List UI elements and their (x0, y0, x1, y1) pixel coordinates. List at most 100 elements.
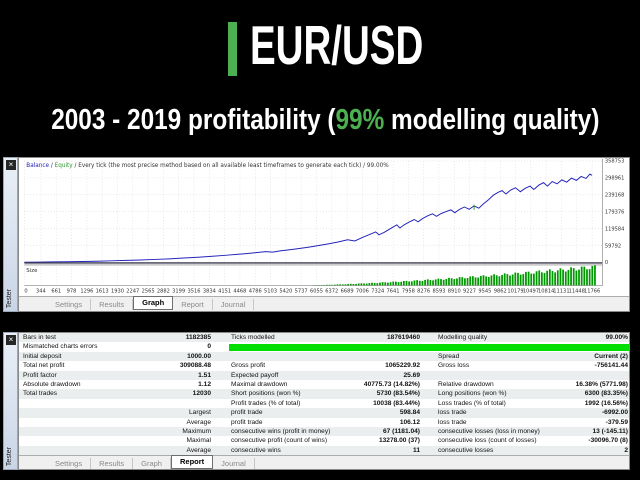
svg-text:3199: 3199 (172, 289, 185, 295)
svg-text:9227: 9227 (463, 289, 476, 295)
svg-text:7641: 7641 (387, 289, 400, 295)
report-label: Maximal (186, 437, 211, 445)
y-axis-labels: 358753 298961 239168 179376 119584 59792 0 (605, 159, 625, 267)
svg-text:239168: 239168 (605, 193, 625, 199)
svg-text:11448: 11448 (569, 289, 585, 295)
tab-graph[interactable]: Graph (133, 296, 174, 310)
report-label: Maximal drawdown (231, 380, 288, 388)
report-value: 25.69 (403, 371, 420, 379)
svg-text:11766: 11766 (584, 289, 600, 295)
subtitle-text: modelling quality) (384, 104, 600, 136)
svg-text:9545: 9545 (478, 289, 491, 295)
svg-text:2882: 2882 (157, 289, 170, 295)
graph-panel-tabs: Settings Results Graph Report Journal (19, 296, 629, 311)
svg-text:2247: 2247 (126, 289, 139, 295)
svg-text:6055: 6055 (310, 289, 323, 295)
table-row: Bars in test 1182385 Ticks modelled 1876194… (19, 333, 629, 343)
report-label: Absolute drawdown (23, 380, 81, 388)
svg-text:4468: 4468 (233, 289, 246, 295)
tab-settings[interactable]: Settings (47, 457, 92, 469)
close-icon[interactable]: × (6, 160, 16, 170)
table-row: Mismatched charts errors 0 (19, 342, 629, 352)
report-label: Gross profit (231, 362, 266, 370)
svg-text:344: 344 (36, 289, 46, 295)
svg-text:59792: 59792 (605, 243, 621, 249)
report-label: consecutive loss (count of losses) (438, 437, 537, 445)
svg-text:3516: 3516 (187, 289, 200, 295)
svg-text:0: 0 (24, 289, 27, 295)
report-value: 598.84 (399, 409, 420, 417)
svg-text:5420: 5420 (279, 289, 292, 295)
report-label: Relative drawdown (438, 380, 494, 388)
table-row: Absolute drawdown 1.12 Maximal drawdown 407… (19, 379, 629, 390)
size-histogram (312, 265, 596, 286)
report-value: 1065229.92 (385, 362, 420, 370)
report-value: 6300 (83.35%) (584, 390, 628, 398)
svg-text:7958: 7958 (402, 289, 415, 295)
balance-line (24, 173, 593, 263)
report-label: loss trade (438, 409, 467, 417)
graph-panel-body: 358753 298961 239168 179376 119584 59792 0 0 344… (18, 157, 630, 312)
report-value: 40775.73 (14.82%) (363, 380, 420, 388)
svg-text:9862: 9862 (494, 289, 507, 295)
svg-text:5737: 5737 (295, 289, 308, 295)
tab-report[interactable]: Report (173, 298, 213, 310)
report-label: Gross loss (438, 362, 470, 370)
table-row: Average consecutive wins 11 consecutive los… (19, 445, 629, 456)
report-value: Current (2) (594, 352, 628, 360)
tab-report[interactable]: Report (170, 455, 214, 469)
svg-text:4151: 4151 (218, 289, 231, 295)
tester-report-panel: × Tester Bars in test 1182385 Ticks modell… (3, 332, 630, 470)
tester-strip-label: Tester (6, 446, 13, 466)
svg-text:978: 978 (67, 289, 77, 295)
report-label: consecutive losses (438, 446, 494, 454)
svg-text:5103: 5103 (264, 289, 277, 295)
svg-text:4786: 4786 (249, 289, 262, 295)
svg-text:1930: 1930 (111, 289, 124, 295)
close-icon[interactable]: × (6, 335, 16, 345)
svg-text:3834: 3834 (203, 289, 216, 295)
balance-chart: 358753 298961 239168 179376 119584 59792 0 0 344… (24, 159, 625, 295)
tab-graph[interactable]: Graph (133, 457, 171, 469)
report-panel-tabs: Settings Results Graph Report Journal (19, 455, 629, 469)
svg-text:8276: 8276 (417, 289, 430, 295)
table-row: Maximum consecutive wins (profit in money… (19, 426, 629, 437)
svg-text:6372: 6372 (325, 289, 338, 295)
tab-journal[interactable]: Journal (213, 298, 255, 310)
table-row: Average profit trade 106.12 loss trade -379.… (19, 417, 629, 427)
table-row: Maximal consecutive profit (count of wins… (19, 436, 629, 446)
report-label: Loss trades (% of total) (438, 399, 506, 407)
report-value: 106.12 (399, 418, 420, 426)
svg-text:298961: 298961 (605, 176, 625, 182)
report-value: 1000.00 (187, 352, 211, 360)
tab-journal[interactable]: Journal (213, 457, 255, 469)
table-row: Profit factor 1.51 Expected payoff 25.69 (19, 370, 629, 380)
svg-text:6689: 6689 (341, 289, 354, 295)
tab-results[interactable]: Results (91, 298, 134, 310)
report-value: 10038 (83.44%) (373, 399, 420, 407)
tab-settings[interactable]: Settings (47, 298, 92, 310)
svg-text:0: 0 (605, 260, 608, 266)
report-value: 0 (207, 343, 211, 351)
report-label: consecutive profit (count of wins) (231, 437, 328, 445)
table-row: Total net profit 309088.48 Gross profit 106… (19, 361, 629, 371)
report-label: Long positions (won %) (438, 390, 507, 398)
report-value: 1992 (16.56%) (584, 399, 628, 407)
panel-side-strip: × Tester (3, 157, 18, 312)
report-value: 67 (1181.04) (382, 427, 420, 435)
tab-results[interactable]: Results (91, 457, 134, 469)
report-label: Total trades (23, 390, 58, 398)
svg-text:10814: 10814 (538, 289, 554, 295)
report-value: 12030 (192, 390, 211, 398)
panel-side-strip: × Tester (3, 332, 18, 470)
report-label: Average (186, 418, 211, 426)
report-value: 309088.48 (179, 362, 211, 370)
svg-text:1296: 1296 (80, 289, 93, 295)
report-value: 187619460 (386, 334, 420, 341)
title-accent-bar (228, 22, 237, 76)
table-row: Profit trades (% of total) 10038 (83.44%)… (19, 398, 629, 409)
chart-grid (24, 160, 603, 286)
tester-strip-label: Tester (6, 288, 13, 308)
report-label: Total net profit (23, 362, 65, 370)
